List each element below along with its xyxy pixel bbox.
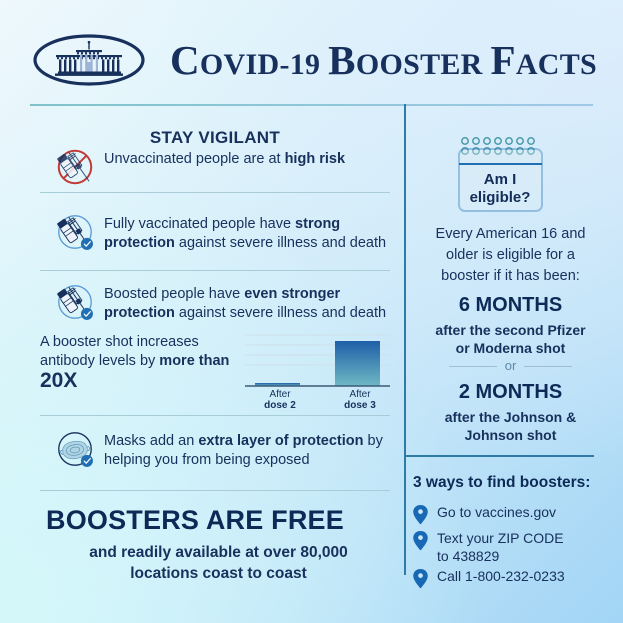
svg-text:Am I: Am I xyxy=(484,171,517,188)
svg-text:eligible?: eligible? xyxy=(470,189,531,206)
